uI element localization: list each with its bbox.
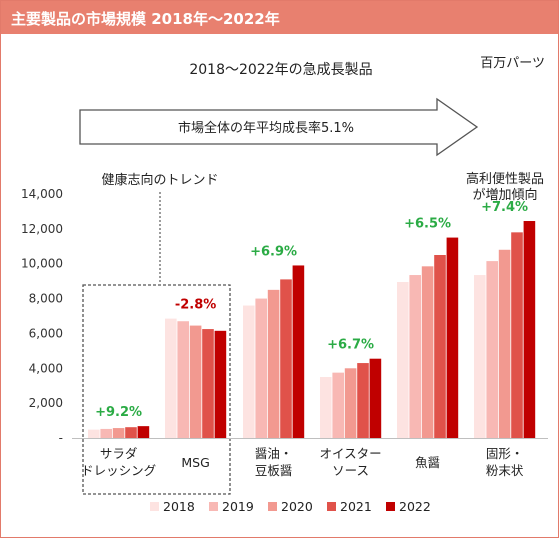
trend-group-box	[82, 284, 231, 495]
bar-2022	[369, 358, 382, 438]
legend-swatch-2020	[268, 502, 277, 511]
header-title: 主要製品の市場規模 2018年～2022年	[11, 10, 280, 28]
y-tick-label: 10,000	[21, 257, 63, 271]
bar-2018	[165, 318, 177, 438]
legend-label: 2018	[163, 499, 195, 514]
chart-title: 2018～2022年の急成長製品	[189, 62, 372, 78]
bar-2018	[320, 377, 332, 438]
y-tick-label: 8,000	[29, 292, 63, 306]
bar-2019	[255, 298, 267, 438]
bar-2022	[292, 265, 305, 438]
legend-label: 2022	[399, 499, 431, 514]
growth-label: +6.7%	[327, 338, 374, 353]
bar-2022	[446, 237, 459, 438]
y-tick-label: 2,000	[29, 396, 63, 410]
legend-swatch-2018	[150, 502, 159, 511]
category-label: 豆板醤	[255, 463, 293, 478]
bar-2019	[100, 428, 112, 438]
legend-label: 2021	[340, 499, 372, 514]
annotation-convenience-line: が増加傾向	[472, 187, 537, 203]
bar-2019	[177, 321, 189, 438]
category-label: 固形・	[486, 446, 524, 461]
category-label: ソース	[332, 463, 369, 478]
bar-2020	[189, 325, 202, 438]
annotation-convenience-line: 高利便性製品	[466, 171, 544, 187]
bar-2021	[434, 255, 446, 438]
category-label: 魚醤	[415, 455, 440, 470]
bar-2020	[421, 266, 434, 438]
bar-2022	[137, 426, 150, 438]
unit-label: 百万パーツ	[480, 56, 545, 71]
bar-2020	[267, 289, 280, 438]
y-tick-label: -	[59, 431, 63, 445]
bar-2021	[280, 279, 292, 438]
category-label: 醤油・	[255, 446, 293, 461]
category-label: サラダ	[100, 446, 138, 461]
bar-2018	[474, 275, 486, 438]
bar-2018	[243, 305, 255, 438]
bar-2022	[523, 221, 536, 438]
legend-swatch-2021	[327, 502, 336, 511]
bar-2020	[112, 428, 125, 438]
bar-2019	[486, 261, 498, 438]
y-tick-label: 4,000	[29, 361, 63, 375]
category-label: 粉末状	[486, 463, 524, 478]
y-tick-label: 12,000	[21, 222, 63, 236]
category-label: MSG	[181, 455, 209, 470]
growth-label: +6.5%	[404, 217, 451, 232]
growth-label: +9.2%	[95, 405, 142, 420]
y-tick-label: 14,000	[21, 187, 63, 201]
category-label: オイスター	[320, 446, 382, 461]
bar-2019	[332, 372, 344, 438]
bar-2020	[344, 368, 357, 438]
growth-arrow-label: 市場全体の年平均成長率5.1%	[178, 120, 354, 136]
legend-swatch-2019	[209, 502, 218, 511]
y-tick-label: 6,000	[29, 326, 63, 340]
growth-arrow	[79, 97, 479, 157]
bar-2021	[511, 232, 523, 438]
legend-label: 2019	[222, 499, 254, 514]
bar-2020	[498, 249, 511, 438]
header-bar: 主要製品の市場規模 2018年～2022年	[1, 1, 558, 34]
bar-2018	[397, 282, 409, 438]
bar-2021	[125, 427, 137, 438]
bar-2022	[214, 330, 227, 438]
bar-2021	[357, 363, 369, 438]
bar-2021	[202, 329, 214, 438]
growth-label: -2.8%	[175, 298, 216, 313]
bar-2019	[409, 275, 421, 438]
growth-label: +7.4%	[481, 200, 528, 215]
legend-label: 2020	[281, 499, 313, 514]
category-label: ドレッシング	[81, 463, 156, 478]
growth-label: +6.9%	[250, 244, 297, 259]
legend-swatch-2022	[386, 502, 395, 511]
bar-2018	[88, 429, 100, 438]
annotation-health-trend: 健康志向のトレンド	[101, 172, 218, 188]
